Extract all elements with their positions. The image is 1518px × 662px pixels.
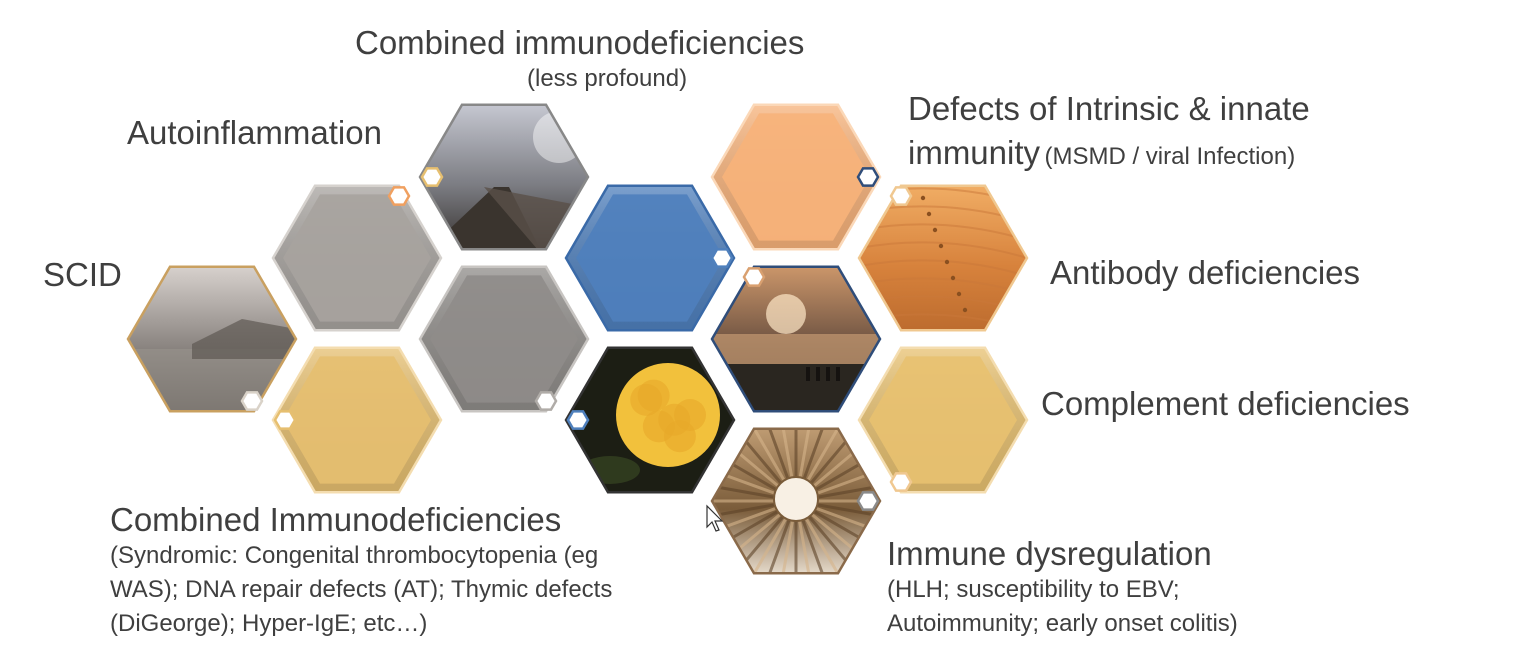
label-combined-less-profound: Combined immunodeficiencies (less profou… <box>355 24 855 92</box>
hex-badge-icon <box>566 410 590 430</box>
label-title: Immune dysregulation <box>887 535 1212 572</box>
hex-badge-icon <box>856 491 880 511</box>
hexagon-antibody <box>857 184 1029 332</box>
hex-badge-icon <box>889 472 913 492</box>
hex-badge-icon <box>889 186 913 206</box>
hexagon-center-blue <box>564 184 736 332</box>
hexagon-rose <box>564 346 736 494</box>
label-line2: immunity (MSMD / viral Infection) <box>908 134 1310 174</box>
label-sub: (less profound) <box>527 65 688 92</box>
hex-badge-icon <box>534 391 558 411</box>
label-title: Combined immunodeficiencies <box>355 24 805 61</box>
hex-badge-icon <box>387 186 411 206</box>
hexagon-combined-syndromic <box>271 346 443 494</box>
hex-badge-icon <box>742 267 766 287</box>
hexagon-complement <box>857 346 1029 494</box>
label-line1: (HLH; susceptibility to EBV; <box>887 576 1180 603</box>
label-complement-deficiencies: Complement deficiencies <box>1041 385 1410 422</box>
mouse-pointer-icon <box>706 504 724 532</box>
hexagon-scid <box>126 265 298 413</box>
label-title: Combined Immunodeficiencies <box>110 501 562 538</box>
label-line2-small: (MSMD / viral Infection) <box>1044 143 1296 170</box>
label-defects-innate: Defects of Intrinsic & innate immunity (… <box>908 90 1310 174</box>
label-line1: (Syndromic: Congenital thrombocytopenia … <box>110 542 599 569</box>
hex-badge-icon <box>240 391 264 411</box>
label-line1: Defects of Intrinsic & innate <box>908 90 1310 127</box>
hexagon-center-gray <box>418 265 590 413</box>
label-line2-main: immunity <box>908 134 1041 171</box>
label-line3: (DiGeorge); Hyper-IgE; etc…) <box>110 610 428 637</box>
hex-badge-icon <box>273 410 297 430</box>
label-scid: SCID <box>43 256 122 293</box>
label-line2: WAS); DNA repair defects (AT); Thymic de… <box>110 576 613 603</box>
label-combined-syndromic: Combined Immunodeficiencies (Syndromic: … <box>110 501 612 641</box>
label-line2: Autoimmunity; early onset colitis) <box>887 610 1238 637</box>
hex-badge-icon <box>856 167 880 187</box>
hexagon-defects-innate <box>710 103 882 251</box>
label-antibody-deficiencies: Antibody deficiencies <box>1050 254 1361 291</box>
hexagon-combined-less <box>418 103 590 251</box>
hexagon-autoinflammation <box>271 184 443 332</box>
hex-badge-icon <box>420 167 444 187</box>
label-immune-dysregulation: Immune dysregulation (HLH; susceptibilit… <box>887 535 1238 641</box>
hexagon-beach-sunset <box>710 265 882 413</box>
hex-badge-icon <box>710 248 734 268</box>
label-autoinflammation: Autoinflammation <box>127 114 382 151</box>
